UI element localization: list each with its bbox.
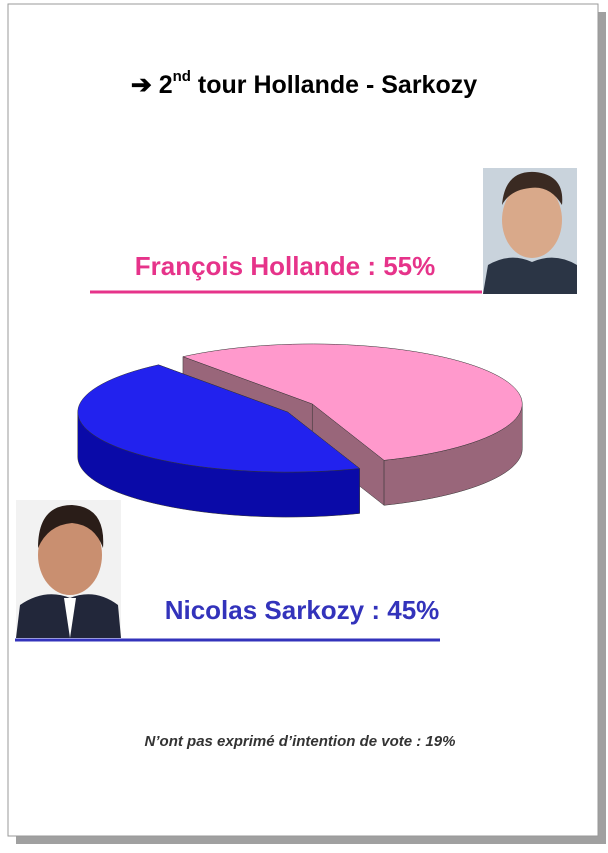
- title-sup: nd: [173, 68, 191, 85]
- label-sarkozy: Nicolas Sarkozy : 45%: [165, 595, 440, 625]
- label-hollande: François Hollande : 55%: [135, 251, 436, 281]
- pie-slice: [182, 343, 523, 461]
- pie-slice: [77, 364, 361, 473]
- title-part: tour Hollande - Sarkozy: [191, 71, 477, 99]
- title-part: ➔ 2: [131, 71, 173, 99]
- annotation: N’ont pas exprimé d’intention de vote : …: [145, 733, 456, 750]
- photo-hollande: [483, 168, 577, 294]
- title: ➔ 2nd tour Hollande - Sarkozy: [131, 68, 477, 99]
- photo-sarkozy: [16, 500, 121, 638]
- pie: [77, 343, 523, 518]
